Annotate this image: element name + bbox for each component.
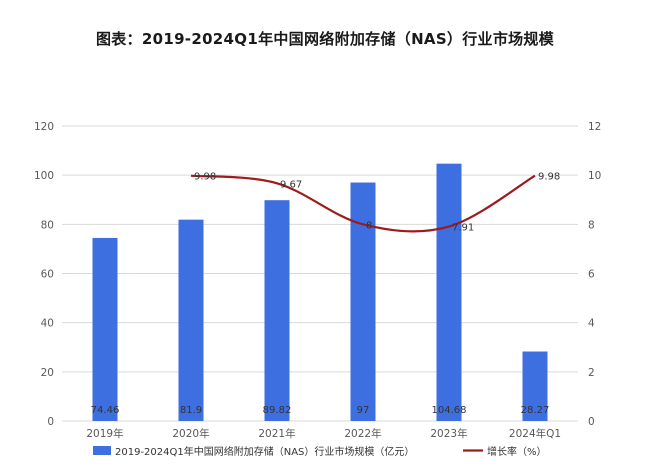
x-tick-label: 2024年Q1 (509, 427, 561, 440)
bar-value-label: 89.82 (263, 405, 292, 416)
y-right-tick-label: 4 (588, 318, 595, 330)
y-left-tick-label: 0 (47, 416, 54, 428)
bar (436, 163, 462, 421)
line-value-label: 9.98 (194, 172, 216, 183)
axis-ticks: 0 0 20 2 40 4 60 6 80 8 100 10 120 12 2019年 2020年 2021年 2… (34, 121, 601, 440)
y-right-tick-label: 12 (588, 121, 601, 133)
x-tick-label: 2023年 (430, 427, 467, 440)
legend-bar-label: 2019-2024Q1年中国网络附加存储（NAS）行业市场规模（亿元） (115, 445, 414, 458)
bar-value-label: 81.9 (180, 405, 202, 416)
bar-value-label: 104.68 (432, 405, 467, 416)
y-left-tick-label: 60 (41, 269, 54, 281)
bar (264, 200, 290, 421)
y-left-tick-label: 20 (41, 367, 54, 379)
bar-value-label: 74.46 (91, 405, 120, 416)
bar-value-label: 97 (357, 405, 370, 416)
bar (522, 351, 548, 421)
legend: 2019-2024Q1年中国网络附加存储（NAS）行业市场规模（亿元） 增长率（… (93, 445, 547, 458)
growth-line-series (190, 174, 536, 233)
x-tick-label: 2019年 (86, 427, 123, 440)
line-value-label: 9.67 (280, 179, 302, 190)
legend-bar-swatch (93, 446, 111, 455)
legend-line-label: 增长率（%） (487, 445, 547, 458)
bar-value-label: 28.27 (521, 405, 550, 416)
chart-title: 图表：2019-2024Q1年中国网络附加存储（NAS）行业市场规模 (95, 30, 555, 48)
y-right-tick-label: 0 (588, 416, 595, 428)
y-right-tick-label: 10 (588, 170, 601, 182)
data-labels: 74.46 81.9 89.82 97 104.68 28.27 9.98 9.67 8 7.91… (91, 172, 561, 416)
y-right-tick-label: 6 (588, 269, 595, 281)
bar-series (92, 163, 548, 421)
bar (92, 237, 118, 421)
y-right-tick-label: 2 (588, 367, 595, 379)
line-value-label: 7.91 (452, 223, 474, 234)
x-tick-label: 2021年 (258, 427, 295, 440)
x-tick-label: 2020年 (172, 427, 209, 440)
line-value-label: 9.98 (538, 172, 560, 183)
y-right-tick-label: 8 (588, 219, 595, 231)
x-tick-label: 2022年 (344, 427, 381, 440)
growth-line (190, 174, 536, 233)
bar (350, 182, 376, 421)
bar (178, 219, 204, 421)
y-left-tick-label: 100 (34, 170, 54, 182)
y-left-tick-label: 80 (41, 219, 54, 231)
line-value-label: 8 (366, 220, 372, 231)
y-left-tick-label: 40 (41, 318, 54, 330)
grid-lines (62, 125, 578, 422)
y-left-tick-label: 120 (34, 121, 54, 133)
